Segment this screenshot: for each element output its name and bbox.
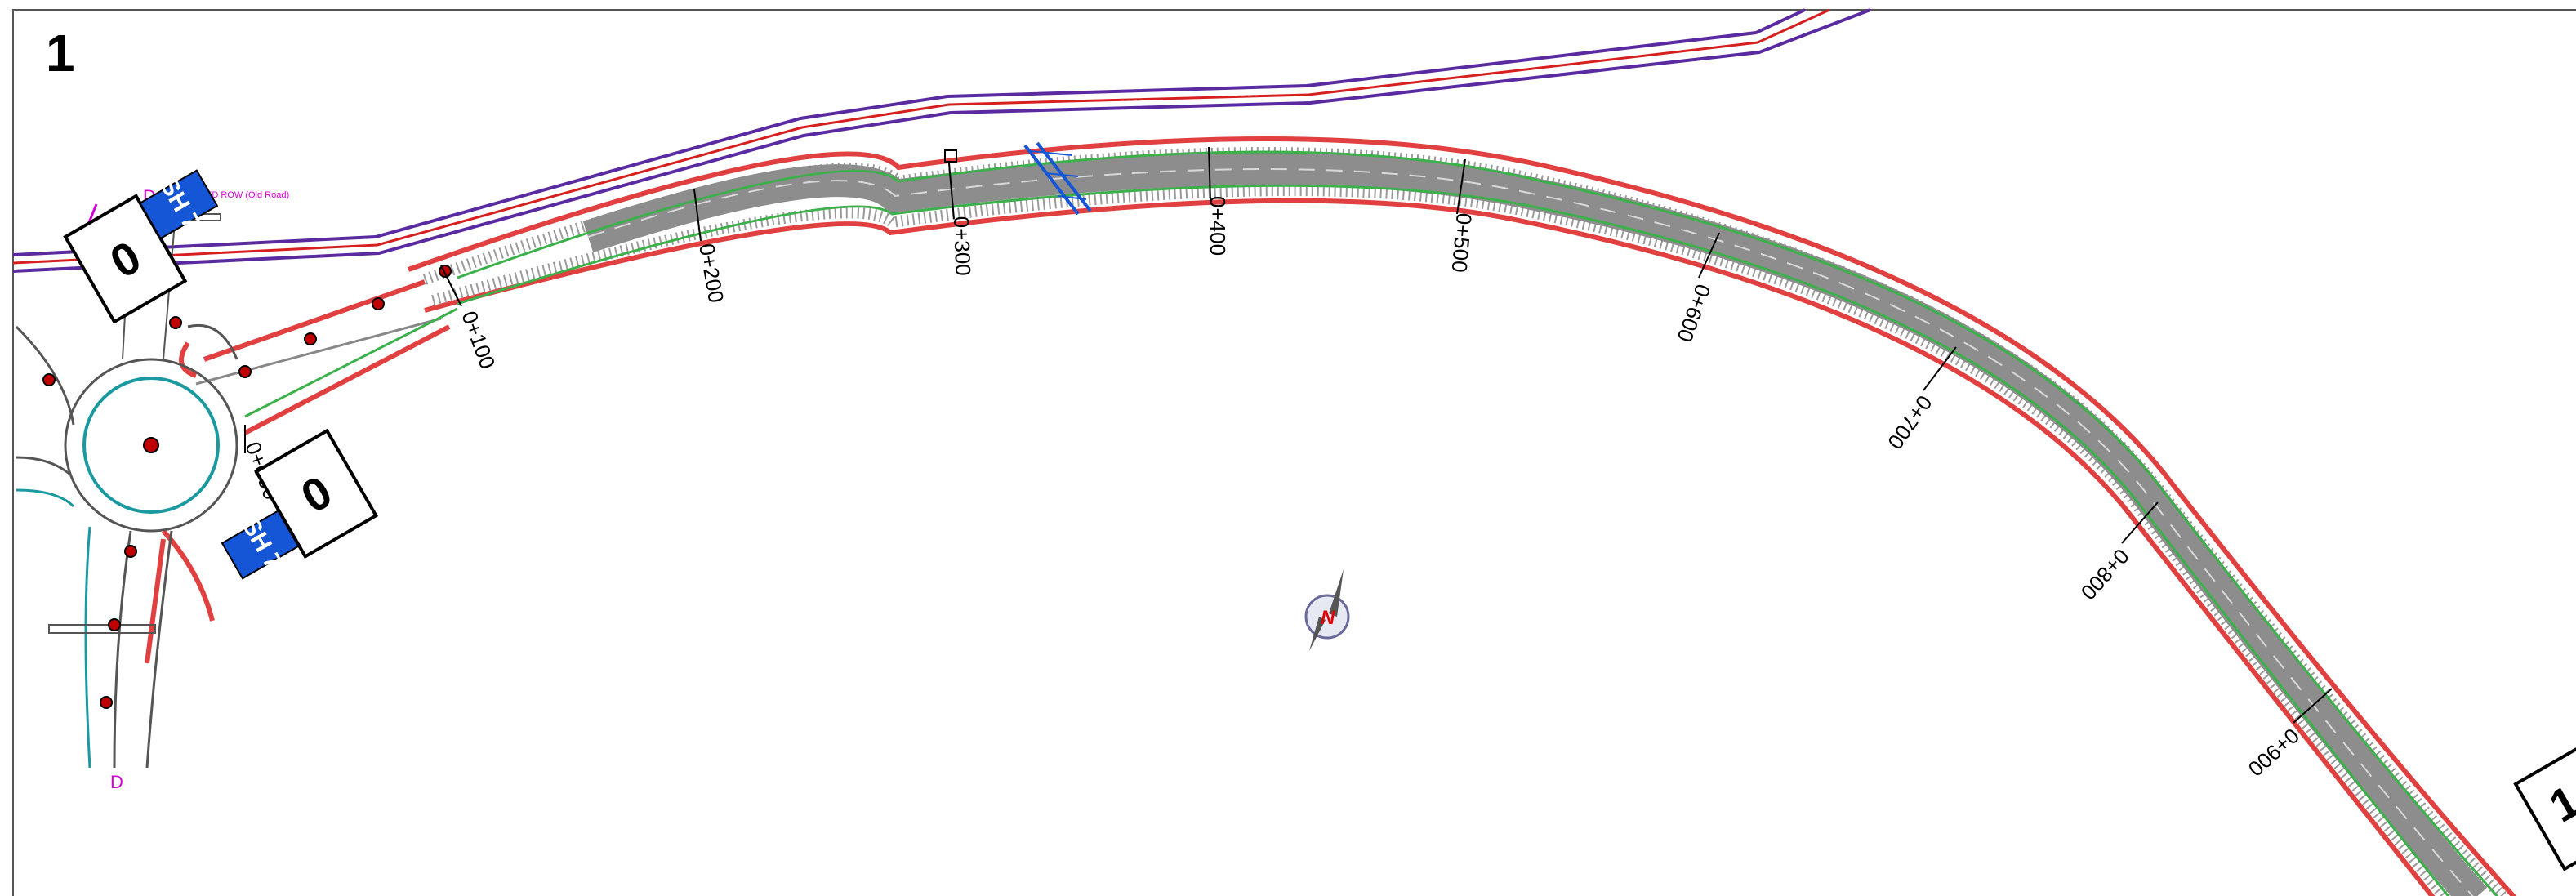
old-road-centerline bbox=[12, 8, 1830, 265]
chainage-label-0500: 0+500 bbox=[1447, 212, 1477, 273]
approach-verge bbox=[244, 307, 458, 418]
next-sheet-tab: 1 bbox=[2513, 741, 2576, 871]
pavement bbox=[582, 153, 2488, 896]
verge-hatching-inner bbox=[431, 185, 2451, 896]
approach-lane-a bbox=[195, 317, 442, 386]
verge-line-inner bbox=[457, 184, 2450, 896]
chainage-label-0400: 0+400 bbox=[1206, 196, 1230, 256]
chainage-label-0200: 0+200 bbox=[694, 242, 729, 305]
alignment-edge-outer bbox=[408, 136, 2517, 896]
approach-edge-north bbox=[203, 279, 426, 362]
structure-marker bbox=[944, 149, 957, 163]
alignment-edge-inner bbox=[424, 198, 2436, 896]
old-road-boundary-outer bbox=[12, 8, 1806, 256]
roundabout bbox=[15, 212, 452, 769]
west-edge bbox=[145, 538, 166, 664]
north-letter: N bbox=[1321, 607, 1335, 629]
chainage-label-0700: 0+700 bbox=[1883, 391, 1936, 454]
chainage-label-0300: 0+300 bbox=[949, 216, 976, 276]
old-road-boundary-inner bbox=[12, 8, 1871, 273]
verge-line-outer bbox=[457, 150, 2499, 896]
marker-d-bottom: D bbox=[110, 772, 123, 792]
north-arrow: N bbox=[1304, 569, 1350, 651]
bridge-crossing bbox=[1023, 141, 1092, 216]
chainage-label-0800: 0+800 bbox=[2076, 544, 2134, 604]
route-shield-2: SH 7 0 bbox=[221, 428, 379, 580]
route-shield-1: 0 SH 7 bbox=[63, 169, 219, 324]
sheet-border bbox=[12, 9, 2576, 896]
chainage-label-0100: 0+100 bbox=[457, 308, 500, 372]
chainage-label-0600: 0+600 bbox=[1672, 281, 1715, 345]
approach-edge-south bbox=[243, 324, 451, 435]
chainage-ticks bbox=[244, 146, 2333, 724]
lane-line bbox=[587, 168, 2474, 896]
sheet-number: 1 bbox=[46, 24, 75, 82]
splitter-island-edge bbox=[179, 341, 198, 378]
chainage-label-0900: 0+900 bbox=[2244, 724, 2304, 782]
